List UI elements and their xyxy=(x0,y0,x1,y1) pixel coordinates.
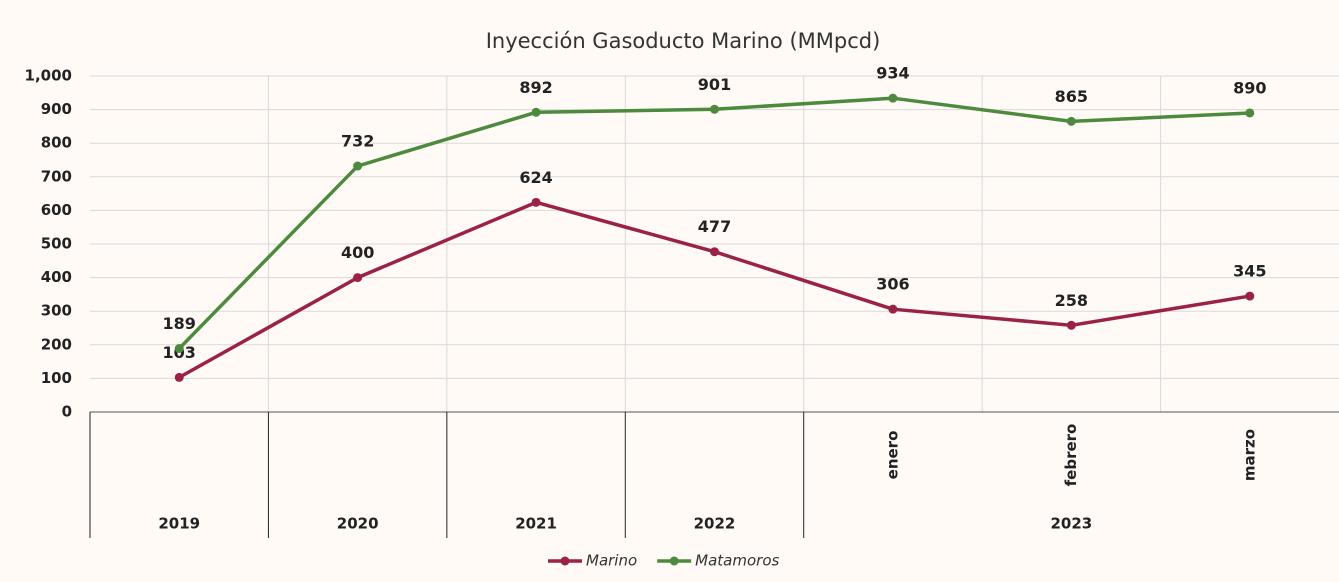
data-label: 892 xyxy=(519,78,552,97)
x-tick-label: 2022 xyxy=(694,515,736,533)
point xyxy=(710,104,719,114)
point xyxy=(353,273,363,283)
legend-item: Matamoros xyxy=(657,552,779,570)
point xyxy=(1066,116,1076,126)
x-tick-label: 2020 xyxy=(337,515,379,533)
chart-title: Inyección Gasoducto Marino (MMpcd) xyxy=(486,29,881,53)
point xyxy=(1245,108,1255,118)
data-label: 400 xyxy=(341,243,374,262)
point xyxy=(888,93,898,103)
x-tick-label: 2021 xyxy=(515,515,557,533)
legend-label: Matamoros xyxy=(695,552,779,570)
legend-item: Marino xyxy=(548,552,637,570)
y-tick-label: 700 xyxy=(41,167,72,185)
y-tick-label: 400 xyxy=(41,268,72,286)
data-label: 934 xyxy=(876,64,909,83)
legend-marker xyxy=(669,556,679,566)
x-tick-label: febrero xyxy=(1062,424,1080,487)
point xyxy=(353,161,363,171)
data-label: 477 xyxy=(698,217,731,236)
point xyxy=(1066,320,1076,330)
y-tick-label: 800 xyxy=(41,134,72,152)
legend-marker xyxy=(560,556,570,566)
y-tick-label: 900 xyxy=(41,100,72,118)
x-group-label: 2023 xyxy=(1050,515,1092,533)
point xyxy=(1245,291,1255,301)
data-label: 189 xyxy=(163,314,196,333)
x-tick-label: marzo xyxy=(1240,429,1258,481)
data-label: 306 xyxy=(876,275,909,294)
point xyxy=(531,107,541,117)
y-tick-label: 1,000 xyxy=(25,67,72,85)
point xyxy=(174,372,184,382)
data-label: 890 xyxy=(1233,78,1266,97)
x-tick-label: 2019 xyxy=(158,515,200,533)
point xyxy=(888,304,898,314)
data-label: 732 xyxy=(341,132,374,151)
y-tick-label: 500 xyxy=(41,235,72,253)
y-tick-label: 200 xyxy=(41,335,72,353)
point xyxy=(174,343,184,353)
data-label: 345 xyxy=(1233,262,1266,281)
point xyxy=(531,197,541,207)
data-label: 624 xyxy=(519,168,552,187)
x-tick-label: enero xyxy=(883,431,901,480)
data-label: 865 xyxy=(1055,87,1088,106)
data-label: 901 xyxy=(698,75,731,94)
legend-label: Marino xyxy=(586,552,637,570)
point xyxy=(710,247,719,257)
y-tick-label: 300 xyxy=(41,302,72,320)
data-label: 258 xyxy=(1055,291,1088,310)
y-tick-label: 100 xyxy=(41,369,72,387)
y-tick-label: 0 xyxy=(62,403,72,421)
y-tick-label: 600 xyxy=(41,201,72,219)
